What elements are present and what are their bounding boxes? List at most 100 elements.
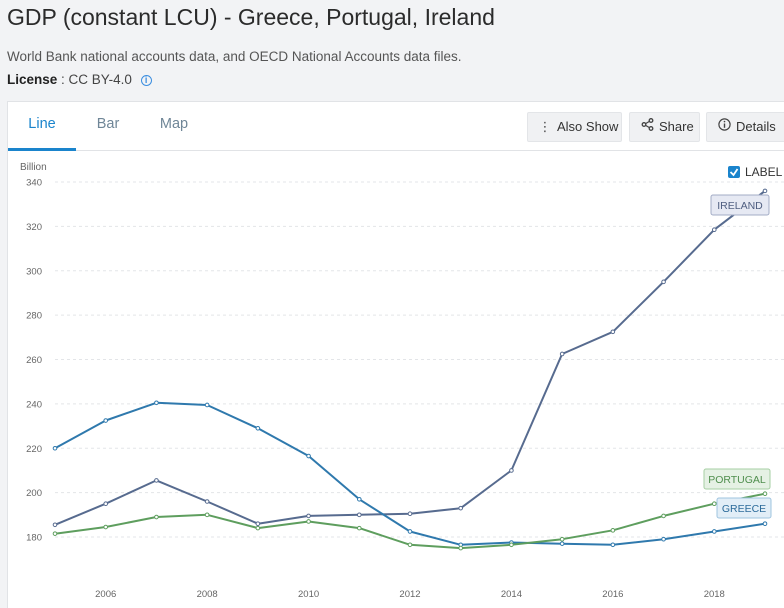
series-line-ireland [54,190,766,526]
data-point-greece-2006 [103,418,109,423]
label-toggle-text: LABEL [745,165,783,179]
x-tick-label-2006: 2006 [95,589,116,600]
data-point-greece-2012 [407,529,413,534]
data-point-portugal-2005 [52,531,58,536]
info-icon[interactable]: i [140,75,152,86]
page-title: GDP (constant LCU) - Greece, Portugal, I… [7,4,495,30]
greece-label-text: GREECE [722,503,766,515]
y-tick-label-300: 300 [26,266,42,277]
tab-bar-chart[interactable]: Bar [96,116,120,132]
portugal-label-box [703,468,771,490]
data-point-greece-2017 [661,536,666,542]
series-label-ireland: IRELAND [710,194,770,216]
data-point-greece-2005 [52,445,58,451]
data-point-ireland-2013 [458,505,464,511]
data-point-ireland-2019 [762,188,768,194]
y-tick-label-280: 280 [26,311,42,322]
label-toggle[interactable]: LABEL [728,165,783,179]
y-tick-label-240: 240 [26,399,42,410]
more-vertical-icon: ⋮ [538,119,552,134]
license-line: License : CC BY-4.0 i [7,72,152,87]
data-point-greece-2018 [711,529,717,534]
data-point-portugal-2007 [154,514,159,520]
data-point-portugal-2008 [204,512,210,518]
share-button[interactable]: Share [629,112,700,142]
data-point-greece-2010 [306,453,311,459]
data-point-portugal-2013 [458,545,464,551]
x-tick-label-2018: 2018 [704,589,725,600]
greece-label-box [716,497,772,519]
x-tick-label-2016: 2016 [602,589,623,600]
tab-map[interactable]: Map [159,116,189,132]
data-point-portugal-2015 [559,536,565,542]
series-points [52,188,768,551]
portugal-label-text: PORTUGAL [708,474,766,486]
data-point-ireland-2006 [103,501,109,507]
label-checkbox[interactable] [728,166,740,178]
ireland-label-text: IRELAND [717,200,763,212]
data-point-portugal-2018 [711,501,717,507]
share-label: Share [659,119,694,134]
x-tick-label-2008: 2008 [197,589,218,600]
chart-card: Line Bar Map ⋮ Also Show Share Details Bi… [7,101,784,608]
data-point-greece-2019 [762,521,768,526]
details-button[interactable]: Details [706,112,784,142]
data-point-ireland-2018 [711,227,717,233]
data-point-portugal-2006 [103,524,109,530]
data-point-greece-2008 [204,402,210,408]
y-tick-label-220: 220 [26,444,42,455]
data-point-ireland-2005 [52,522,58,528]
data-point-ireland-2009 [255,521,261,526]
y-axis-ticks: 180 200 220 240 260 280 300 320 340 [26,178,42,544]
data-point-greece-2016 [610,542,616,548]
y-tick-label-200: 200 [26,488,42,499]
data-point-portugal-2010 [306,519,311,524]
license-label: License [7,72,58,87]
data-point-ireland-2010 [306,513,311,519]
data-point-greece-2015 [559,541,565,546]
x-tick-label-2012: 2012 [399,589,420,600]
data-point-portugal-2017 [661,513,666,519]
data-point-portugal-2014 [509,542,514,548]
tab-bar: Line Bar Map ⋮ Also Show Share Details [8,102,784,151]
data-point-ireland-2014 [509,468,514,473]
line-chart: Billion 180 200 220 240 260 280 300 320 340 2006… [20,162,784,600]
details-label: Details [736,119,776,134]
data-point-ireland-2011 [356,512,362,518]
data-point-ireland-2016 [610,329,616,335]
series-lines [54,190,766,550]
series-label-portugal: PORTUGAL [703,468,771,490]
source-note: World Bank national accounts data, and O… [7,49,462,64]
info-circle-icon [717,113,731,141]
data-point-ireland-2012 [407,511,413,517]
also-show-label: Also Show [557,119,619,134]
data-point-portugal-2012 [407,542,413,548]
data-point-greece-2011 [356,496,362,502]
x-axis-ticks: 2006 2008 2010 2012 2014 2016 2018 [95,589,725,600]
series-label-greece: GREECE [716,497,772,519]
data-point-ireland-2015 [559,351,565,357]
x-tick-label-2010: 2010 [298,589,319,600]
series-line-greece [54,401,766,546]
data-point-ireland-2017 [661,279,666,285]
tab-line[interactable]: Line [8,102,76,151]
share-icon [640,113,654,141]
also-show-button[interactable]: ⋮ Also Show [527,112,622,142]
data-point-greece-2007 [154,400,159,406]
data-point-portugal-2009 [255,525,261,531]
ireland-label-box [710,194,770,216]
data-point-portugal-2019 [762,491,768,497]
y-tick-label-340: 340 [26,178,42,189]
y-tick-label-180: 180 [26,533,42,544]
data-point-ireland-2007 [154,478,159,483]
y-axis-unit: Billion [20,162,47,173]
data-point-portugal-2011 [356,525,362,531]
data-point-portugal-2016 [610,528,616,533]
check-icon [729,168,739,177]
y-tick-label-260: 260 [26,355,42,366]
x-tick-label-2014: 2014 [501,589,522,600]
license-value: : CC BY-4.0 [61,72,132,87]
data-point-greece-2009 [255,425,261,431]
data-point-ireland-2008 [204,499,210,504]
y-tick-label-320: 320 [26,222,42,233]
